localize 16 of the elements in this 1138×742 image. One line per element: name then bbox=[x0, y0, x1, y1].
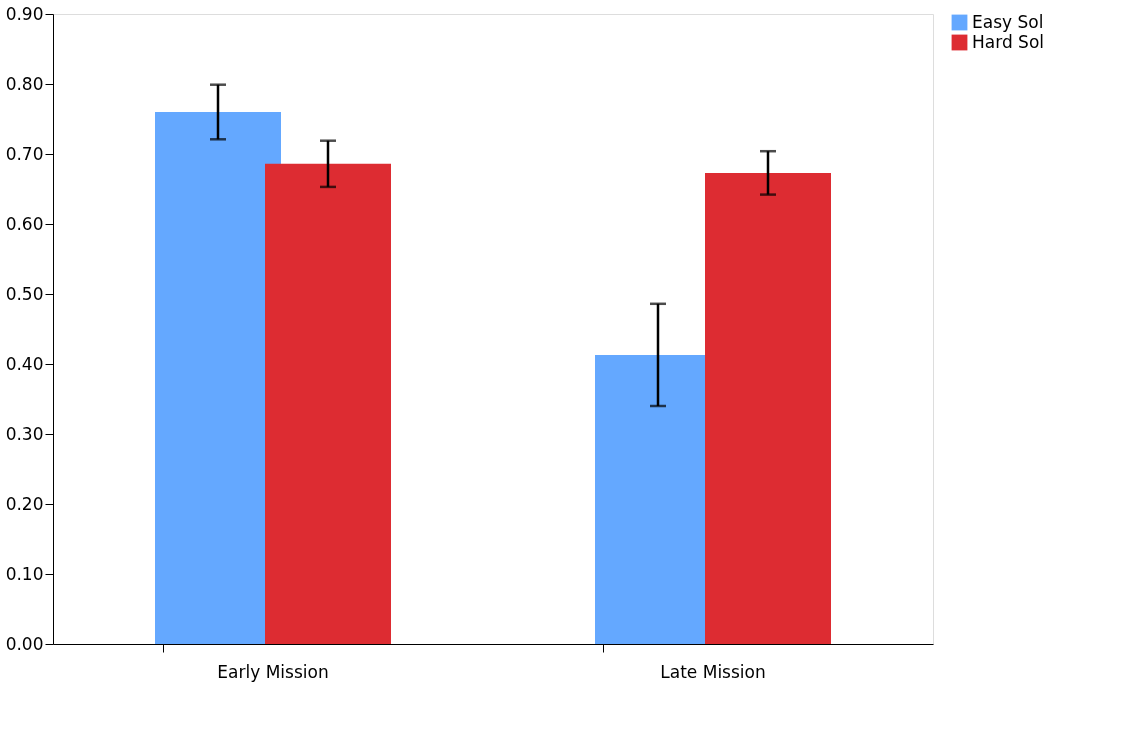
y-tick-label: 0.50 bbox=[5, 283, 44, 304]
legend-label: Hard Sol bbox=[972, 31, 1045, 52]
bar bbox=[705, 172, 831, 644]
y-tick-label: 0.40 bbox=[5, 353, 44, 374]
y-tick-label: 0.00 bbox=[5, 633, 44, 654]
x-tick-label: Early Mission bbox=[217, 661, 329, 682]
x-tick-label: Late Mission bbox=[660, 661, 766, 682]
y-tick-label: 0.20 bbox=[5, 493, 44, 514]
legend-label: Easy Sol bbox=[972, 11, 1044, 32]
bar bbox=[265, 163, 391, 644]
y-tick-label: 0.10 bbox=[5, 563, 44, 584]
y-tick-label: 0.70 bbox=[5, 143, 44, 164]
y-tick-label: 0.90 bbox=[5, 3, 44, 24]
y-tick-label: 0.30 bbox=[5, 423, 44, 444]
y-tick-label: 0.80 bbox=[5, 73, 44, 94]
y-tick-label: 0.60 bbox=[5, 213, 44, 234]
